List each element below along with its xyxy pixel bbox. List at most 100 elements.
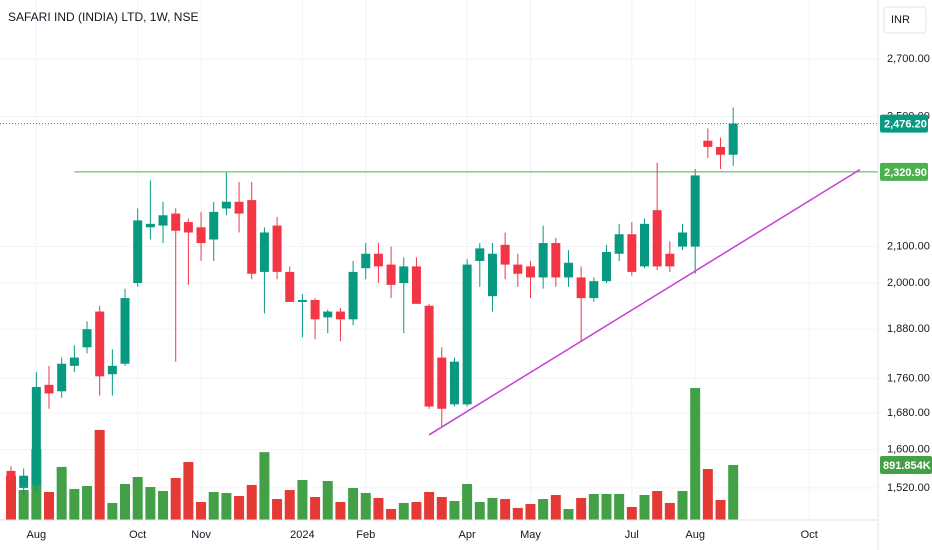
volume-bar — [639, 495, 650, 520]
trendline — [428, 169, 861, 436]
candle-body — [551, 243, 561, 278]
candle-body — [411, 266, 421, 304]
volume-bar — [576, 497, 587, 520]
candle-body — [525, 266, 535, 278]
volume-bar — [107, 502, 118, 520]
candle-body — [627, 234, 637, 272]
y-tick-label: 1,520.00 — [887, 482, 930, 494]
candle-body — [589, 281, 599, 299]
candle-body — [19, 475, 29, 488]
volume-bar — [373, 497, 384, 520]
volume-bar — [196, 501, 207, 520]
candle-body — [424, 305, 434, 407]
volume-bar — [601, 493, 612, 520]
candle-body — [614, 234, 624, 254]
candle-body — [475, 248, 485, 261]
volume-bar — [715, 500, 726, 520]
y-tick-label: 1,760.00 — [887, 372, 930, 384]
y-tick-label: 2,700.00 — [887, 53, 930, 65]
candle-body — [69, 357, 79, 366]
volume-bar — [436, 496, 447, 520]
candle-body — [44, 384, 54, 394]
candle-body — [221, 201, 231, 209]
volume-bar — [411, 501, 422, 520]
candle-body — [247, 200, 257, 274]
volume-bar — [398, 502, 409, 520]
volume-bar — [360, 492, 371, 520]
volume-bar — [158, 491, 169, 520]
x-tick-label: May — [520, 529, 541, 541]
volume-bar — [664, 502, 675, 520]
candle-body — [449, 361, 459, 405]
volume-bar — [563, 509, 574, 520]
candle-body — [487, 253, 497, 297]
volume-bar — [18, 490, 29, 520]
candle-body — [652, 210, 662, 267]
volume-bar — [500, 499, 511, 520]
volume-bar — [588, 493, 599, 520]
y-tick-label: 2,000.00 — [887, 277, 930, 289]
candle-body — [57, 363, 67, 392]
level-badge — [880, 162, 928, 181]
volume-bar — [512, 507, 523, 520]
y-tick-label: 1,880.00 — [887, 323, 930, 335]
price-pane — [0, 107, 878, 496]
candle-body — [665, 253, 675, 267]
volume-bar — [449, 501, 460, 520]
candle-body — [183, 222, 193, 233]
x-tick-label: Nov — [191, 529, 211, 541]
price-badge — [880, 114, 928, 133]
volume-bar — [474, 501, 485, 520]
y-tick-label: 1,600.00 — [887, 444, 930, 456]
x-tick-label: Feb — [356, 529, 375, 541]
volume-bar — [94, 429, 105, 520]
volume-bar — [550, 495, 561, 520]
candle-body — [399, 266, 409, 284]
y-tick-label: 1,680.00 — [887, 407, 930, 419]
candle-body — [538, 243, 548, 278]
candle-body — [209, 211, 219, 240]
volume-bar — [424, 491, 435, 520]
candle-body — [576, 277, 586, 299]
volume-bar — [386, 509, 397, 520]
candle-body — [500, 244, 510, 265]
volume-badge — [880, 455, 932, 474]
candle-body — [285, 271, 295, 302]
candle-body — [640, 223, 649, 267]
volume-bar — [677, 491, 688, 520]
x-tick-label: Oct — [129, 529, 146, 541]
candle-body — [196, 227, 206, 244]
candle-body — [6, 470, 16, 481]
volume-bar — [272, 499, 283, 520]
volume-bar — [145, 487, 156, 520]
volume-bar — [538, 499, 549, 520]
volume-bar — [626, 506, 637, 520]
currency[interactable]: INR — [891, 14, 910, 26]
volume-bar — [120, 483, 131, 520]
candle-body — [234, 201, 244, 214]
volume-bar — [462, 483, 473, 520]
volume-bar — [6, 476, 16, 520]
volume-bar — [702, 468, 713, 520]
volume-bar — [728, 464, 739, 520]
volume-bar — [234, 496, 245, 520]
currency-button[interactable] — [883, 6, 927, 34]
volume-bar — [284, 490, 295, 520]
candle-body — [462, 264, 472, 405]
candle-body — [728, 123, 738, 155]
candle-body — [145, 223, 155, 228]
x-tick-label: Aug — [27, 529, 47, 541]
candle-body — [716, 146, 726, 155]
volume-bar — [348, 487, 359, 520]
x-tick-label: Jul — [625, 529, 639, 541]
volume-bar — [170, 477, 181, 520]
candle-body — [297, 300, 307, 302]
candle-body — [133, 220, 143, 284]
volume-bar — [183, 462, 194, 520]
volume-bar — [614, 493, 625, 520]
candle-body — [107, 365, 117, 375]
candle-body — [601, 251, 611, 282]
candle-body — [31, 386, 41, 486]
